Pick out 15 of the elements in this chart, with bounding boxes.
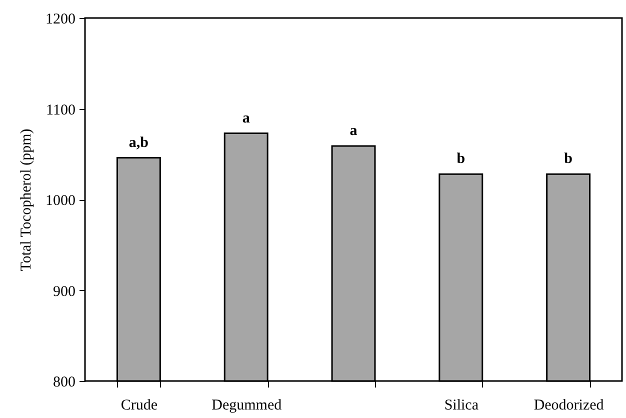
y-tick-label: 1200 [46,12,76,28]
x-tick-label: Deodorized [534,398,604,414]
data-label: a [242,110,250,126]
data-label: a [350,122,358,139]
y-axis-title: Total Tocopherol (ppm) [18,128,34,272]
data-label: a,b [128,134,148,151]
x-tick-label: Degummed [212,398,282,414]
x-tick-label: Silica [444,398,479,414]
data-label: b [456,151,466,168]
y-tick-label: 800 [53,374,76,390]
x-tick-label: Crude [120,398,158,414]
y-tick-label: 900 [53,284,76,300]
y-tick-label: 1100 [46,102,76,118]
data-label: b [564,151,572,168]
y-tick-label: 1000 [46,193,76,209]
